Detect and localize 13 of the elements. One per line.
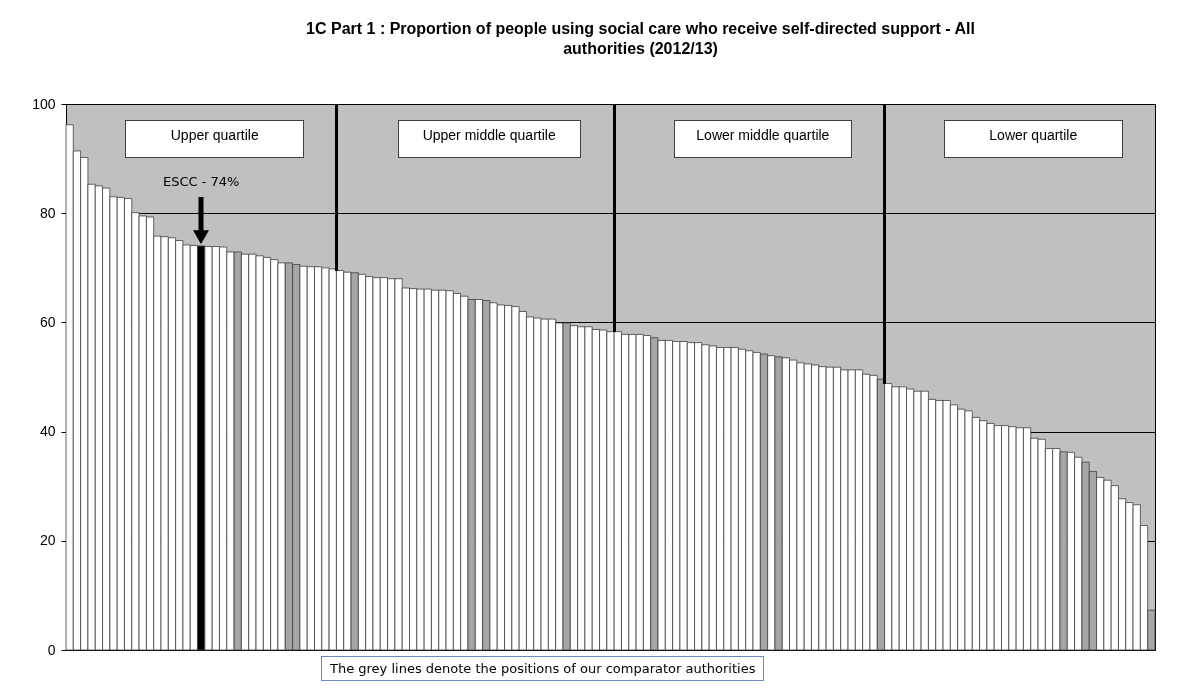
label-box: Lower middle quartile [673,120,853,158]
y-tick-label: 60 [39,313,56,330]
y-tick-label: 0 [47,641,56,658]
label-box: Upper middle quartile [397,120,581,158]
label-box: Lower quartile [944,120,1123,158]
y-tick-label: 20 [39,532,56,549]
y-tick-label: 40 [39,423,56,440]
text: The grey lines denote the positions of our comparator authorities [321,656,765,681]
annotation: ESCC - 74% [162,174,240,190]
chart-title: 1C Part 1 : Proportion of people using social care who receive self-directed support - All authorities (2012/13) [306,20,975,57]
y-tick-label: 80 [39,204,56,221]
label-box: Upper quartile [125,120,304,158]
y-tick-label: 100 [32,95,56,112]
